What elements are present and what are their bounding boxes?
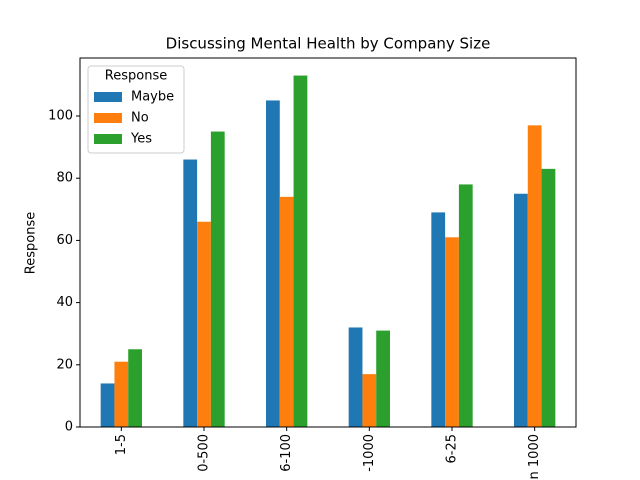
bar [541,168,556,428]
bar [279,196,294,427]
x-tick-label: -1000 [362,434,377,472]
bar [445,237,459,427]
legend-swatch [94,92,122,102]
bar [376,330,390,427]
bar [183,159,198,428]
x-tick-label: 1-5 [114,434,129,455]
bar [527,125,542,427]
bar [348,327,363,427]
y-tick-label: 40 [56,295,73,310]
bar [266,100,280,427]
y-tick-label: 20 [56,357,73,372]
plot-frame [79,57,577,428]
bar [210,131,225,427]
x-tick-label: 0-500 [197,434,212,472]
y-tick-label: 0 [65,420,73,435]
legend-label: Yes [130,132,152,147]
y-tick-label: 60 [56,233,73,248]
bar [100,383,115,427]
legend-swatch [94,134,122,144]
bar [114,361,129,427]
legend-box [87,65,185,154]
bar [458,184,473,427]
bar [197,221,211,427]
legend-label: No [131,111,149,126]
bar [128,349,142,427]
bar [431,212,446,427]
y-tick-label: 80 [56,171,73,186]
chart-title: Discussing Mental Health by Company Size [166,35,491,53]
x-tick-label: n 1000 [527,434,542,479]
bar [293,75,308,428]
y-axis-label: Response [24,212,39,274]
legend-swatch [94,113,122,123]
x-tick-label: 6-25 [445,434,460,464]
bar [514,193,528,427]
legend-title: Response [105,69,167,84]
x-tick-label: 6-100 [279,434,294,472]
y-tick-label: 100 [48,109,73,124]
bar [362,374,377,427]
legend-label: Maybe [131,90,174,105]
